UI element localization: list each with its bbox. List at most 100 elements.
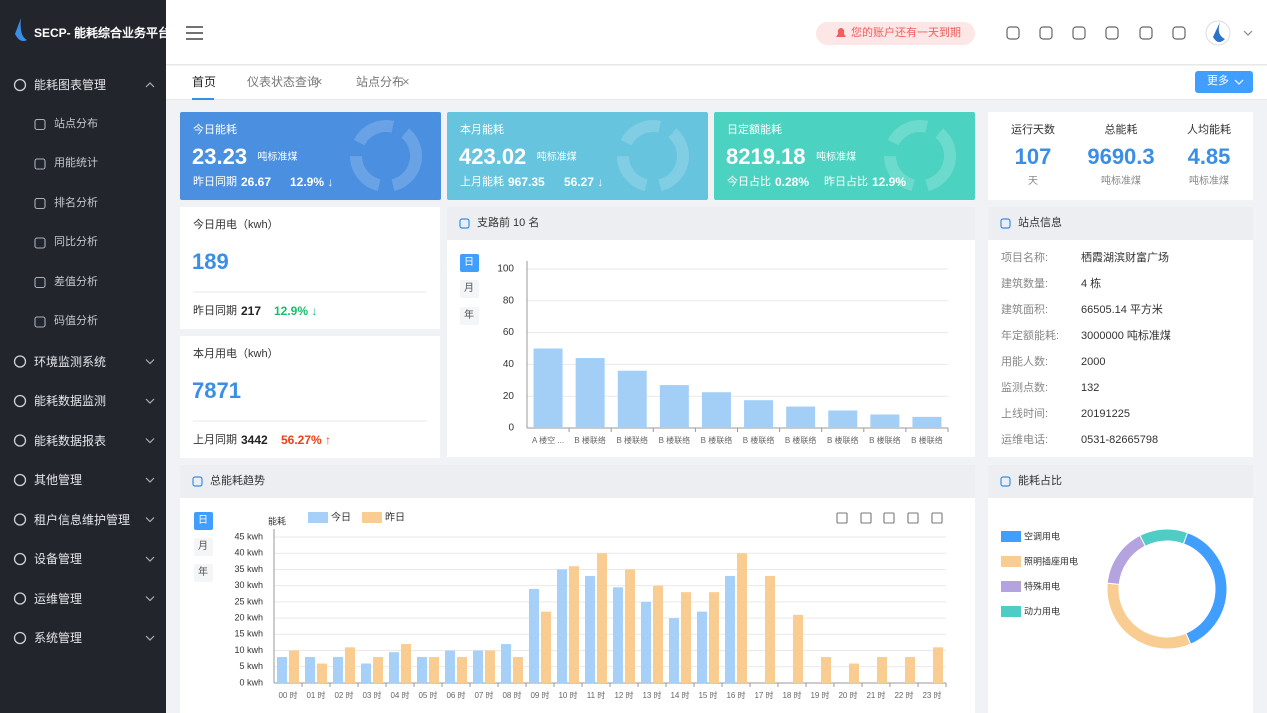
power-card <box>180 336 440 458</box>
power-compare-value: 217 <box>241 304 262 318</box>
kpi-card <box>714 112 975 200</box>
power-change: 56.27% ↑ <box>281 433 332 447</box>
site-info-value: 0531-82665798 <box>1081 434 1159 446</box>
panel <box>988 465 1253 713</box>
more-button[interactable] <box>1195 71 1253 93</box>
menu-item[interactable]: 能耗图表管理 <box>34 78 107 92</box>
submenu-item[interactable]: 差值分析 <box>54 275 98 288</box>
period-label: 年 <box>464 310 474 321</box>
menu-item[interactable]: 其他管理 <box>34 473 83 487</box>
site-info-label: 上线时间: <box>1001 408 1049 420</box>
power-compare-value: 3442 <box>241 433 268 447</box>
header <box>166 0 1267 65</box>
kpi-card <box>447 112 708 200</box>
submenu-item[interactable]: 码值分析 <box>54 315 98 327</box>
summary-unit: 吨标准煤 <box>1189 176 1229 187</box>
menu-item[interactable]: 能耗数据监测 <box>34 394 107 408</box>
summary-unit: 吨标准煤 <box>1101 176 1141 187</box>
panel <box>988 207 1253 457</box>
site-info-value: 20191225 <box>1081 408 1130 420</box>
chart-tool-icon[interactable] <box>883 512 895 524</box>
submenu-item[interactable]: 排名分析 <box>54 196 98 209</box>
summary-value: 9690.3 <box>1087 144 1155 169</box>
period-label: 月 <box>464 283 474 294</box>
kpi-title: 本月能耗 <box>460 124 504 136</box>
summary-label: 运行天数 <box>1011 124 1055 136</box>
site-info-value: 栖霞湖滨财富广场 <box>1081 252 1169 264</box>
kpi-stat-label: 昨日同期 <box>193 176 237 188</box>
menu-item[interactable]: 环境监测系统 <box>34 354 107 369</box>
menu-item[interactable]: 能耗数据报表 <box>34 433 107 448</box>
panel-title: 总能耗趋势 <box>210 475 265 487</box>
period-button[interactable] <box>194 538 213 556</box>
kpi-value: 23.23 <box>192 144 248 169</box>
site-info-label: 建筑数量: <box>1001 278 1049 290</box>
site-info-value: 132 <box>1081 382 1100 394</box>
site-info-label: 年定额能耗: <box>1001 330 1060 342</box>
menu-item[interactable]: 租户信息维护管理 <box>34 512 131 527</box>
more-label: 更多 <box>1207 75 1229 87</box>
site-info-label: 建筑面积: <box>1001 304 1049 316</box>
period-button[interactable] <box>460 280 479 298</box>
panel-title: 站点信息 <box>1018 217 1062 229</box>
submenu-item[interactable]: 站点分布 <box>54 117 98 130</box>
panel-header <box>988 207 1253 240</box>
period-button[interactable] <box>194 564 213 582</box>
kpi-stat-label: 昨日占比 <box>824 176 868 188</box>
summary-value: 107 <box>1014 144 1052 169</box>
panel <box>447 207 975 457</box>
submenu-item[interactable]: 用能统计 <box>54 157 98 169</box>
kpi-stat-value: 967.35 <box>508 175 545 189</box>
kpi-value: 8219.18 <box>726 144 806 169</box>
panel-header <box>447 207 975 240</box>
site-info-value: 2000 <box>1081 356 1106 368</box>
menu-item[interactable]: 系统管理 <box>34 631 83 645</box>
chart-tool-icon[interactable] <box>860 512 872 524</box>
tab-close[interactable]: × <box>315 74 323 89</box>
period-label: 日 <box>198 515 208 526</box>
tab[interactable]: 首页 <box>192 75 217 89</box>
tab[interactable]: 仪表状态查询 <box>247 75 320 89</box>
panel-title: 能耗占比 <box>1018 475 1062 487</box>
kpi-title: 日定额能耗 <box>727 124 782 136</box>
panel-header <box>988 465 1253 498</box>
kpi-card <box>180 112 441 200</box>
chart-tool-icon[interactable] <box>836 512 848 524</box>
site-info-label: 项目名称: <box>1001 252 1049 264</box>
summary-card <box>988 112 1253 200</box>
kpi-stat-value: 12.9% <box>872 175 907 189</box>
power-title: 本月用电（kwh） <box>193 348 279 360</box>
kpi-title: 今日能耗 <box>193 124 237 136</box>
tab-close[interactable]: × <box>402 74 410 89</box>
summary-label: 人均能耗 <box>1187 124 1231 136</box>
power-value: 7871 <box>192 378 241 403</box>
sidebar <box>0 0 166 713</box>
site-info-label: 用能人数: <box>1001 356 1049 368</box>
menu-item[interactable]: 运维管理 <box>34 591 83 606</box>
submenu-item[interactable]: 同比分析 <box>54 236 98 248</box>
period-label: 年 <box>198 567 208 578</box>
summary-label: 总能耗 <box>1104 124 1138 136</box>
panel-header <box>180 465 975 498</box>
power-compare-label: 昨日同期 <box>193 305 237 317</box>
period-button[interactable] <box>460 307 479 325</box>
summary-unit: 天 <box>1028 176 1038 187</box>
brand: SECP- 能耗综合业务平台 <box>34 26 171 40</box>
kpi-stat-value: 26.67 <box>241 175 272 189</box>
site-info-label: 运维电话: <box>1001 434 1049 446</box>
menu-item[interactable]: 设备管理 <box>34 552 83 566</box>
power-card <box>180 207 440 329</box>
site-info-value: 4 栋 <box>1081 278 1102 290</box>
period-button[interactable] <box>460 254 479 272</box>
site-info-value: 66505.14 平方米 <box>1081 304 1163 316</box>
kpi-value: 423.02 <box>459 144 527 169</box>
power-title: 今日用电（kwh） <box>193 219 279 231</box>
tab[interactable]: 站点分布 <box>356 75 405 89</box>
kpi-unit: 吨标准煤 <box>536 152 577 163</box>
site-info-label: 监测点数: <box>1001 382 1049 394</box>
period-button[interactable] <box>194 512 213 530</box>
chart-tool-icon[interactable] <box>907 512 919 524</box>
site-info-value: 3000000 吨标准煤 <box>1081 330 1171 342</box>
power-compare-label: 上月同期 <box>193 434 237 446</box>
chart-tool-icon[interactable] <box>931 512 943 524</box>
